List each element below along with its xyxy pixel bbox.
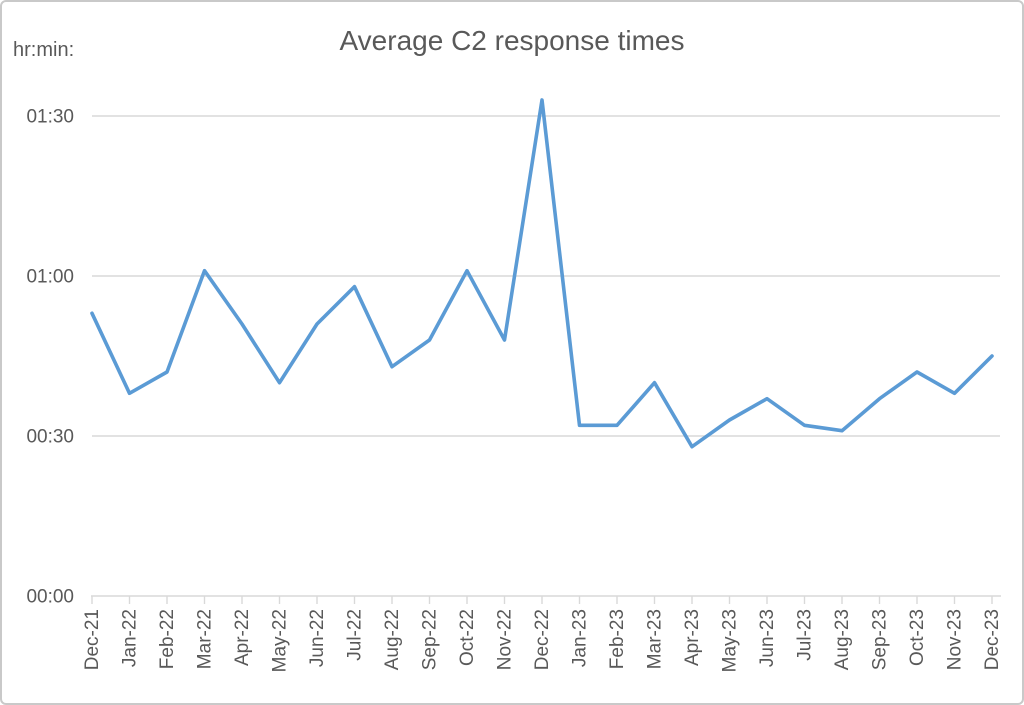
x-tick-label: Jul-22 bbox=[345, 609, 366, 661]
x-tick-label: Apr-23 bbox=[682, 609, 703, 666]
data-line bbox=[90, 98, 994, 449]
x-tick-label: Oct-22 bbox=[457, 609, 478, 666]
x-tick-label: May-22 bbox=[270, 609, 291, 672]
x-tick-label: Jan-23 bbox=[570, 609, 591, 667]
x-tick-label: Aug-22 bbox=[382, 609, 403, 670]
x-tick-label: Mar-23 bbox=[645, 609, 666, 669]
x-tick-label: Feb-22 bbox=[157, 609, 178, 669]
x-tick-label: Sep-22 bbox=[420, 609, 441, 670]
x-tick-label: Oct-23 bbox=[907, 609, 928, 666]
x-tick-label: Mar-22 bbox=[195, 609, 216, 669]
x-tick-label: Apr-22 bbox=[232, 609, 253, 666]
y-axis-unit-label: hr:min: bbox=[13, 39, 75, 61]
x-tick-label: Dec-21 bbox=[82, 609, 103, 670]
x-tick-label: Dec-22 bbox=[532, 609, 553, 670]
y-tick-label: 01:00 bbox=[26, 267, 74, 288]
x-tick-label: Nov-22 bbox=[495, 609, 516, 670]
x-tick-label: Jan-22 bbox=[120, 609, 141, 667]
chart-title: Average C2 response times bbox=[339, 25, 685, 56]
x-tick-label: Jul-23 bbox=[795, 609, 816, 661]
x-tick-label: May-23 bbox=[720, 609, 741, 672]
x-tick-label: Dec-23 bbox=[982, 609, 1003, 670]
x-tick-label: Nov-23 bbox=[945, 609, 966, 670]
x-tick-label: Jun-23 bbox=[757, 609, 778, 667]
x-tick-label: Aug-23 bbox=[832, 609, 853, 670]
y-tick-label: 01:30 bbox=[26, 107, 74, 128]
y-tick-label: 00:30 bbox=[26, 427, 74, 448]
y-tick-label: 00:00 bbox=[26, 587, 74, 608]
x-tick-label: Sep-23 bbox=[870, 609, 891, 670]
x-tick-label: Feb-23 bbox=[607, 609, 628, 669]
x-tick-label: Jun-22 bbox=[307, 609, 328, 667]
